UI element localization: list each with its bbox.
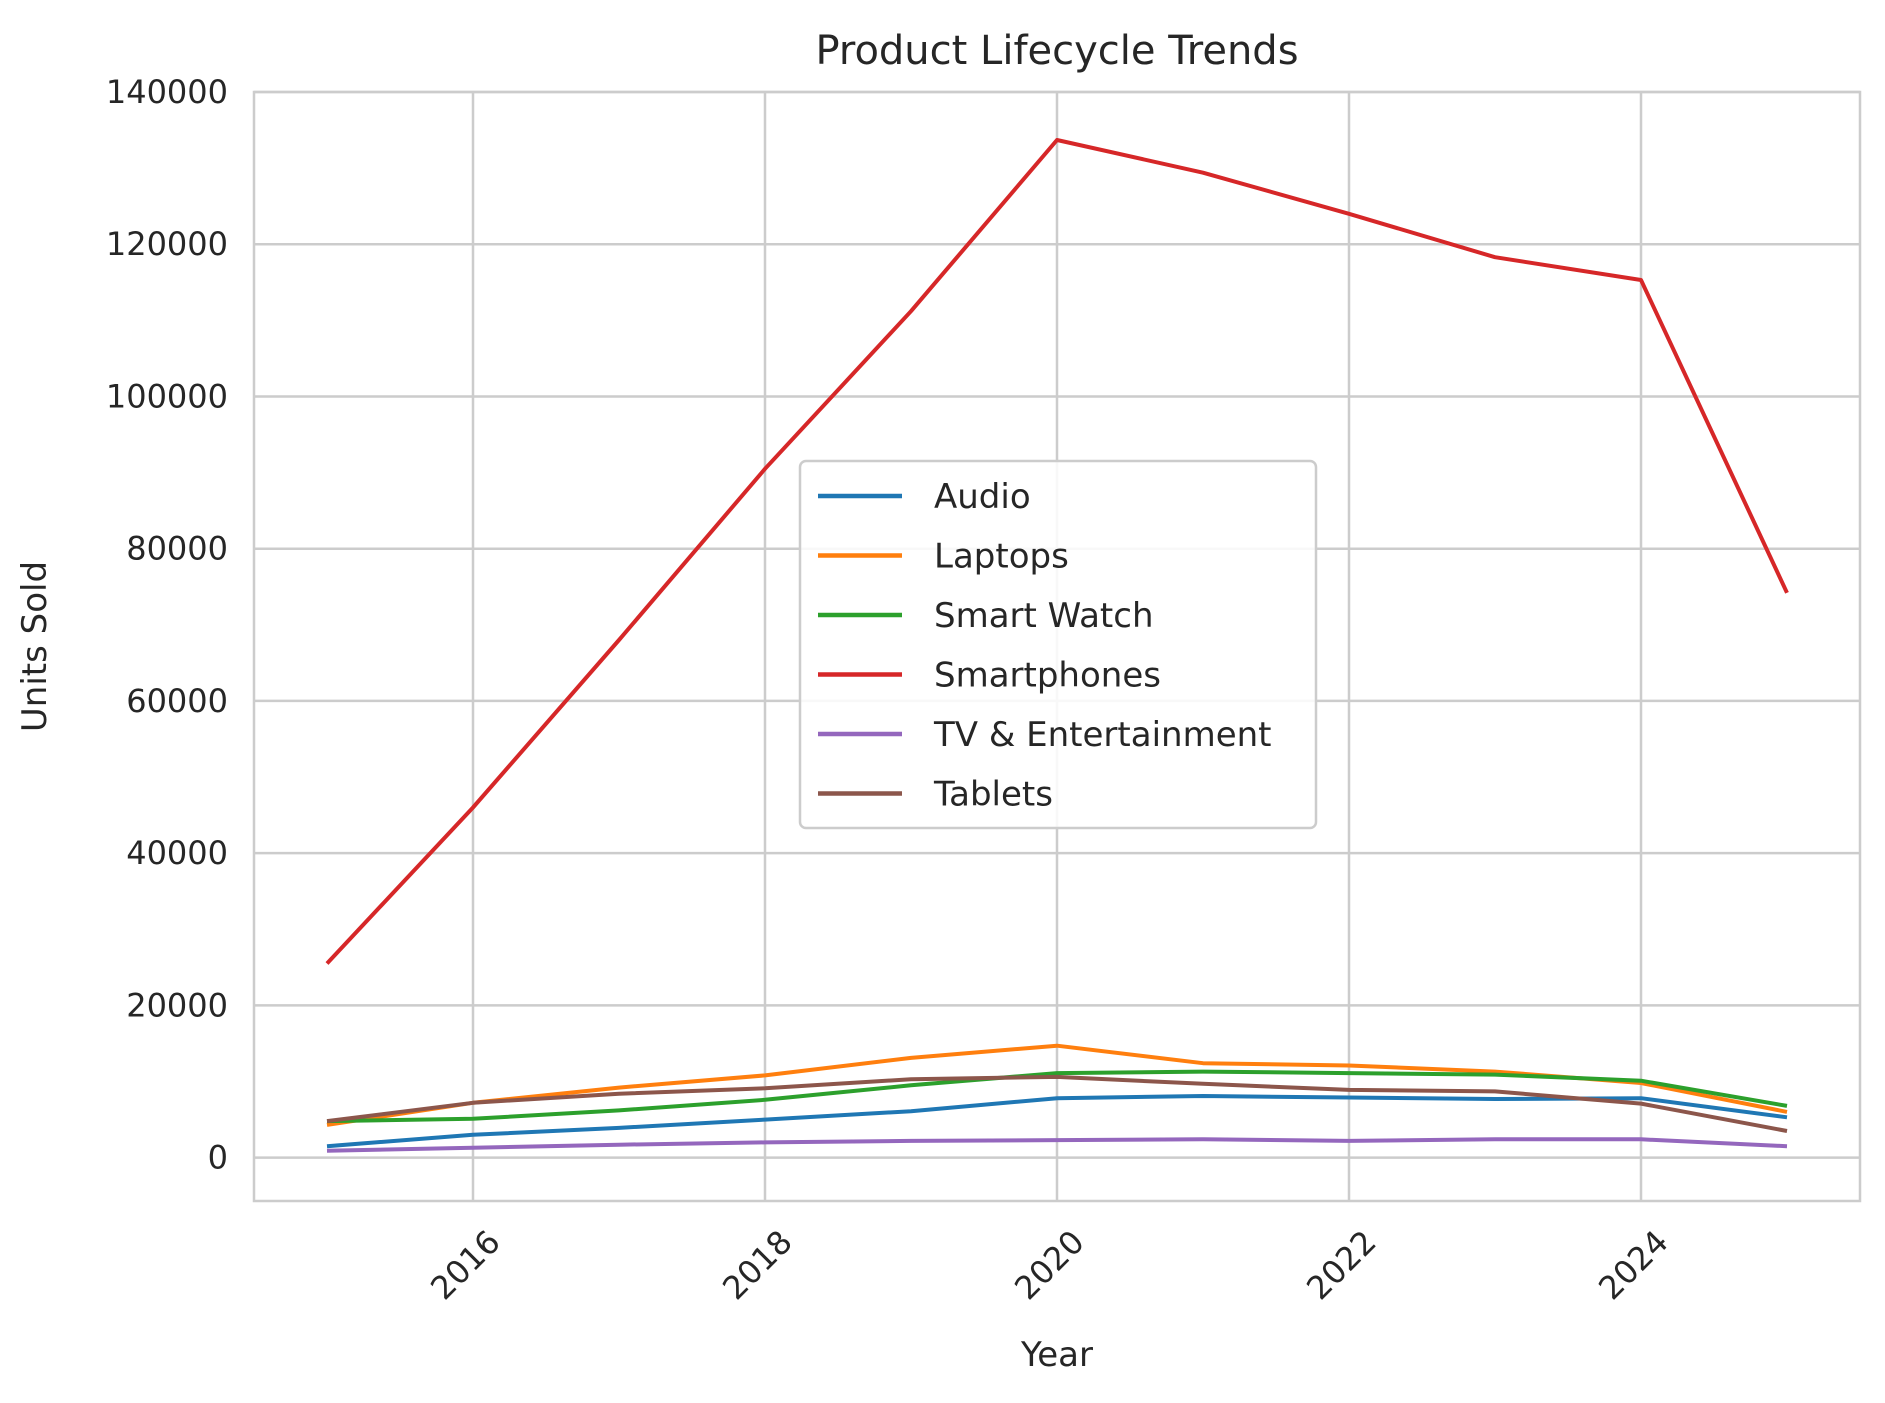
series-line-tablets <box>326 1074 1788 1133</box>
y-tick-label: 60000 <box>126 682 228 720</box>
y-tick-label: 100000 <box>106 377 228 415</box>
y-axis-title: Units Sold <box>15 561 55 732</box>
y-tick-label: 80000 <box>126 530 228 568</box>
y-tick-label: 20000 <box>126 986 228 1024</box>
legend-label: Audio <box>934 477 1031 517</box>
legend-label: Laptops <box>934 537 1069 577</box>
legend-label: Smartphones <box>934 656 1161 696</box>
y-tick-label: 140000 <box>106 73 228 111</box>
legend-label: Tablets <box>933 775 1053 815</box>
y-tick-label: 0 <box>208 1139 228 1177</box>
legend-label: TV & Entertainment <box>933 715 1272 755</box>
series-line-tv-entertainment <box>326 1137 1788 1153</box>
series-line-smart-watch <box>326 1069 1788 1124</box>
series-line-audio <box>326 1094 1788 1149</box>
plot-frame <box>252 90 1862 1203</box>
y-tick-label: 120000 <box>106 225 228 263</box>
legend-label: Smart Watch <box>934 596 1154 636</box>
legend: Audio Laptops Smart Watch Smartphones TV & E… <box>798 459 1318 830</box>
x-axis-title: Year <box>1020 1335 1093 1375</box>
chart-title: Product Lifecycle Trends <box>815 28 1298 74</box>
series-line-smartphones <box>325 138 1789 965</box>
y-tick-labels: 0 20000 40000 60000 80000 100000 120000 140000 <box>106 73 228 1177</box>
series-lines <box>325 138 1789 1153</box>
legend-box <box>798 459 1318 830</box>
y-tick-label: 40000 <box>126 834 228 872</box>
